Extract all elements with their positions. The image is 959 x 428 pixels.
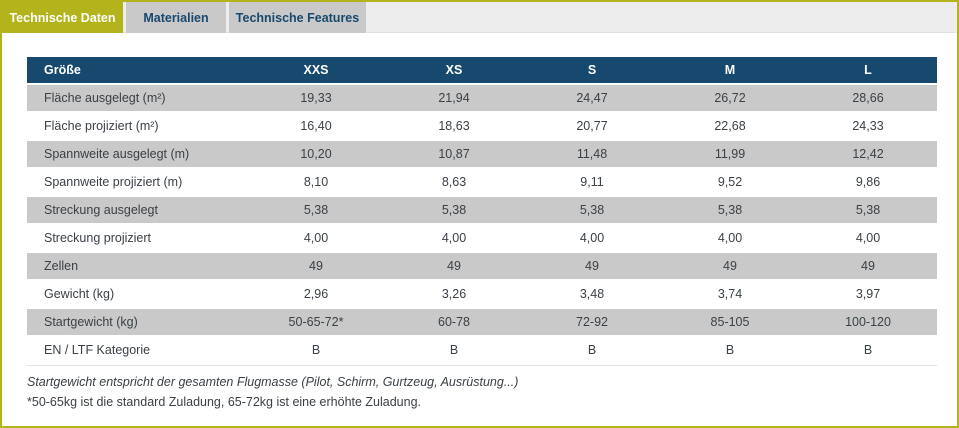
- row-value: 19,33: [300, 91, 332, 105]
- row-value: 85-105: [710, 315, 750, 329]
- row-value: B: [725, 343, 735, 357]
- row-value: 5,38: [579, 203, 605, 217]
- row-value: 49: [861, 259, 875, 273]
- row-value: 3,48: [579, 287, 605, 301]
- row-value: 22,68: [714, 119, 746, 133]
- table-body: Fläche ausgelegt (m²) 19,33 21,94 24,47 26,7…: [27, 85, 937, 363]
- row-value: 21,94: [438, 91, 470, 105]
- row-value: B: [311, 343, 321, 357]
- note-flight-mass: Startgewicht entspricht der gesamten Flu…: [27, 375, 519, 389]
- row-value: 49: [585, 259, 599, 273]
- table-header-row: Größe XXS XS S M L: [27, 57, 937, 83]
- header-l: L: [864, 63, 872, 77]
- row-value: 5,38: [441, 203, 467, 217]
- table-row: Fläche projiziert (m²) 16,40 18,63 20,77 22,…: [27, 113, 937, 139]
- row-value: 9,52: [717, 175, 743, 189]
- header-xxs: XXS: [303, 63, 329, 77]
- tab-materialien[interactable]: Materialien: [126, 2, 226, 33]
- row-value: 24,47: [576, 91, 608, 105]
- row-value: 49: [309, 259, 323, 273]
- header-s: S: [587, 63, 597, 77]
- row-value: 26,72: [714, 91, 746, 105]
- spec-table: Größe XXS XS S M L Fläche ausgelegt (m²)…: [27, 57, 937, 366]
- row-value: 72-92: [576, 315, 608, 329]
- row-value: 8,10: [303, 175, 329, 189]
- table-row: Spannweite ausgelegt (m) 10,20 10,87 11,48 1…: [27, 141, 937, 167]
- row-value: 3,74: [717, 287, 743, 301]
- row-value: B: [449, 343, 459, 357]
- header-size: Größe: [44, 63, 81, 77]
- row-value: 3,97: [855, 287, 881, 301]
- table-row: Zellen 49 49 49 49 49: [27, 253, 937, 279]
- tab-technische-features[interactable]: Technische Features: [229, 2, 366, 33]
- row-value: B: [587, 343, 597, 357]
- row-value: 4,00: [303, 231, 329, 245]
- row-value: 3,26: [441, 287, 467, 301]
- tab-technische-daten[interactable]: Technische Daten: [2, 2, 123, 33]
- row-value: 10,87: [438, 147, 470, 161]
- row-label: Zellen: [44, 259, 79, 273]
- header-xs: XS: [445, 63, 463, 77]
- row-value: 28,66: [852, 91, 884, 105]
- row-value: 24,33: [852, 119, 884, 133]
- row-value: 11,48: [576, 147, 608, 161]
- table-row: EN / LTF Kategorie B B B B B: [27, 337, 937, 363]
- table-row: Gewicht (kg) 2,96 3,26 3,48 3,74 3,97: [27, 281, 937, 307]
- row-label: Streckung projiziert: [44, 231, 151, 245]
- row-value: 20,77: [576, 119, 608, 133]
- table-row: Streckung projiziert 4,00 4,00 4,00 4,00 4,00: [27, 225, 937, 251]
- row-label: Fläche projiziert (m²): [44, 119, 159, 133]
- row-value: 16,40: [300, 119, 332, 133]
- row-label: Spannweite ausgelegt (m): [44, 147, 190, 161]
- row-label: EN / LTF Kategorie: [44, 343, 151, 357]
- row-value: 4,00: [717, 231, 743, 245]
- row-value: 9,86: [855, 175, 881, 189]
- row-label: Spannweite projiziert (m): [44, 175, 183, 189]
- row-label: Fläche ausgelegt (m²): [44, 91, 166, 105]
- table-row: Streckung ausgelegt 5,38 5,38 5,38 5,38 5,38: [27, 197, 937, 223]
- row-value: 4,00: [855, 231, 881, 245]
- note-loading: *50-65kg ist die standard Zuladung, 65-7…: [27, 395, 422, 409]
- row-value: 49: [723, 259, 737, 273]
- row-value: 5,38: [855, 203, 881, 217]
- row-value: 60-78: [438, 315, 470, 329]
- row-value: 2,96: [303, 287, 329, 301]
- row-value: 5,38: [717, 203, 743, 217]
- row-value: 11,99: [714, 147, 746, 161]
- tab-bar: Technische Daten Materialien Technische …: [2, 2, 957, 33]
- row-value: 18,63: [438, 119, 470, 133]
- row-value: 50-65-72*: [288, 315, 344, 329]
- row-label: Gewicht (kg): [44, 287, 115, 301]
- row-label: Streckung ausgelegt: [44, 203, 158, 217]
- table-row: Spannweite projiziert (m) 8,10 8,63 9,11 9,5…: [27, 169, 937, 195]
- row-value: 100-120: [845, 315, 891, 329]
- row-label: Startgewicht (kg): [44, 315, 138, 329]
- row-value: 12,42: [852, 147, 884, 161]
- row-value: 4,00: [441, 231, 467, 245]
- row-value: 9,11: [580, 175, 604, 189]
- table-row: Startgewicht (kg) 50-65-72* 60-78 72-92 85-1…: [27, 309, 937, 335]
- row-value: 10,20: [300, 147, 332, 161]
- table-row: Fläche ausgelegt (m²) 19,33 21,94 24,47 26,7…: [27, 85, 937, 111]
- row-value: 4,00: [579, 231, 605, 245]
- row-value: B: [863, 343, 873, 357]
- row-value: 5,38: [303, 203, 329, 217]
- row-value: 49: [447, 259, 461, 273]
- row-value: 8,63: [441, 175, 467, 189]
- header-m: M: [724, 63, 736, 77]
